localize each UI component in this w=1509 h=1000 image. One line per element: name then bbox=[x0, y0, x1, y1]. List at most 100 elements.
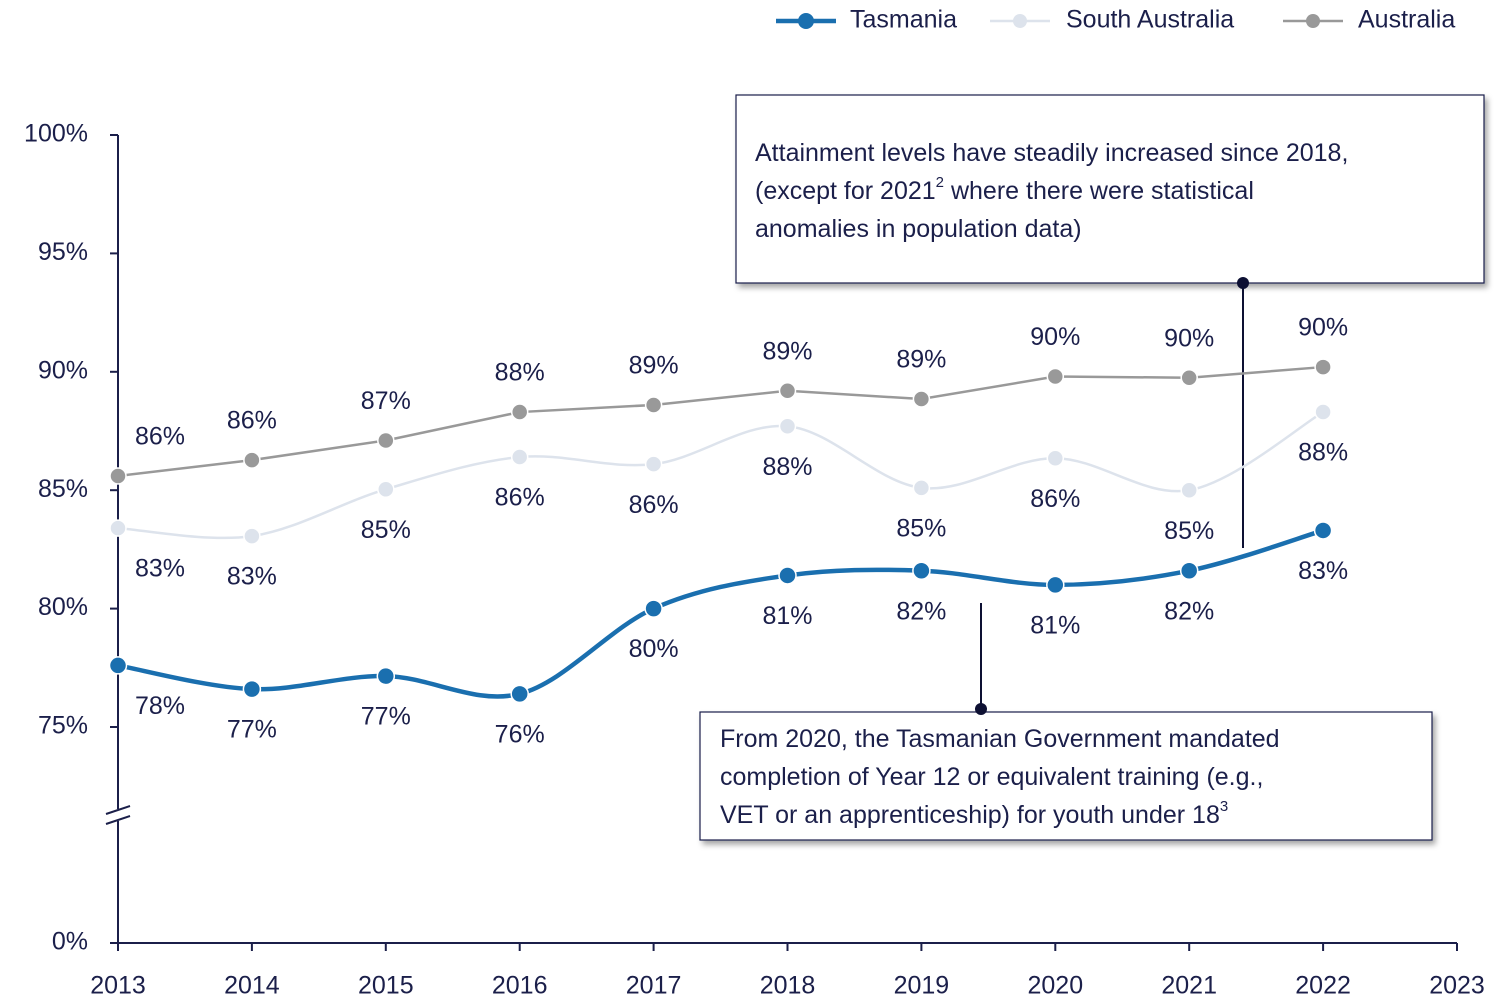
data-point bbox=[510, 403, 529, 421]
superscript: 2 bbox=[936, 174, 944, 191]
data-label: 83% bbox=[227, 563, 277, 591]
data-point bbox=[1314, 403, 1332, 421]
data-point bbox=[242, 679, 262, 699]
data-point bbox=[377, 431, 395, 450]
x-tick-label: 2022 bbox=[1295, 972, 1351, 1000]
annotation-part: completion of Year 12 or equivalent trai… bbox=[720, 763, 1263, 791]
data-label: 90% bbox=[1164, 324, 1214, 352]
y-tick-label: 75% bbox=[38, 712, 88, 740]
data-point bbox=[1313, 521, 1333, 540]
x-tick-label: 2013 bbox=[90, 972, 146, 1000]
data-label: 86% bbox=[629, 491, 679, 519]
data-point bbox=[1179, 561, 1199, 580]
data-label: 80% bbox=[629, 635, 679, 663]
series-line bbox=[117, 410, 1324, 540]
data-label: 76% bbox=[495, 720, 545, 748]
data-point bbox=[510, 684, 529, 704]
x-tick-label: 2019 bbox=[894, 972, 950, 1000]
data-label: 87% bbox=[361, 387, 411, 415]
x-tick-label: 2015 bbox=[358, 972, 414, 1000]
annotation-text: completion of Year 12 or equivalent trai… bbox=[720, 763, 1263, 791]
data-point bbox=[243, 527, 261, 545]
data-label: 86% bbox=[135, 423, 185, 451]
data-point bbox=[1180, 368, 1198, 387]
legend-label: Tasmania bbox=[850, 6, 957, 34]
y-tick-label: 95% bbox=[38, 238, 88, 266]
legend-label: Australia bbox=[1358, 6, 1455, 34]
data-label: 88% bbox=[1298, 439, 1348, 467]
annotation-box bbox=[699, 711, 1433, 841]
data-label: 86% bbox=[495, 484, 545, 512]
data-label: 89% bbox=[629, 352, 679, 380]
legend-marker bbox=[1306, 14, 1320, 28]
data-label: 88% bbox=[495, 359, 545, 387]
series-line bbox=[117, 365, 1324, 478]
annotation-part: anomalies in population data) bbox=[755, 215, 1082, 243]
data-point bbox=[778, 381, 797, 400]
data-label: 78% bbox=[135, 692, 185, 720]
data-label: 81% bbox=[1030, 612, 1080, 640]
data-label: 82% bbox=[1164, 597, 1214, 625]
data-point bbox=[1180, 481, 1198, 499]
data-point bbox=[377, 480, 395, 499]
data-label: 81% bbox=[762, 602, 812, 630]
data-label: 85% bbox=[896, 514, 946, 542]
data-label: 83% bbox=[1298, 557, 1348, 585]
x-tick-label: 2017 bbox=[626, 972, 682, 1000]
data-point bbox=[109, 467, 127, 485]
axis-break bbox=[105, 815, 131, 825]
superscript: 3 bbox=[1220, 798, 1228, 815]
data-point bbox=[1046, 449, 1065, 467]
annotation-part: VET or an apprenticeship) for youth unde… bbox=[720, 801, 1220, 829]
annotation-text: (except for 20212 where there were stati… bbox=[755, 174, 1254, 205]
data-point bbox=[912, 479, 931, 497]
data-point bbox=[1046, 367, 1065, 386]
y-tick-label: 100% bbox=[24, 120, 88, 148]
y-tick-label: 0% bbox=[52, 928, 88, 956]
leader-dot bbox=[975, 703, 987, 715]
annotation-text: VET or an apprenticeship) for youth unde… bbox=[720, 798, 1228, 829]
annotation-box bbox=[735, 94, 1485, 284]
series-line bbox=[117, 528, 1324, 699]
x-tick-label: 2020 bbox=[1027, 972, 1083, 1000]
data-label: 88% bbox=[762, 453, 812, 481]
data-point bbox=[912, 561, 931, 580]
data-label: 89% bbox=[896, 346, 946, 374]
data-label: 90% bbox=[1298, 314, 1348, 342]
x-tick-label: 2018 bbox=[760, 972, 816, 1000]
data-point bbox=[243, 451, 261, 469]
data-label: 89% bbox=[762, 337, 812, 365]
annotation-part: where there were statistical bbox=[944, 177, 1254, 205]
axis-break bbox=[105, 805, 131, 815]
data-point bbox=[644, 455, 663, 473]
annotation-part: From 2020, the Tasmanian Government mand… bbox=[720, 725, 1280, 753]
annotation-text: From 2020, the Tasmanian Government mand… bbox=[720, 725, 1280, 753]
data-label: 85% bbox=[1164, 517, 1214, 545]
data-point bbox=[108, 656, 128, 675]
data-label: 85% bbox=[361, 516, 411, 544]
data-point bbox=[1314, 358, 1332, 376]
x-tick-label: 2016 bbox=[492, 972, 548, 1000]
data-point bbox=[376, 666, 396, 686]
data-point bbox=[644, 599, 663, 618]
legend-label: South Australia bbox=[1066, 6, 1234, 34]
x-tick-label: 2014 bbox=[224, 972, 280, 1000]
legend-marker bbox=[798, 13, 814, 29]
data-point bbox=[1046, 575, 1065, 595]
data-point bbox=[644, 396, 663, 414]
data-label: 90% bbox=[1030, 323, 1080, 351]
data-label: 82% bbox=[896, 597, 946, 625]
x-tick-label: 2021 bbox=[1161, 972, 1217, 1000]
legend-marker bbox=[1013, 14, 1027, 28]
annotation-part: Attainment levels have steadily increase… bbox=[755, 139, 1348, 167]
x-tick-label: 2023 bbox=[1429, 972, 1485, 1000]
annotation-text: Attainment levels have steadily increase… bbox=[755, 139, 1348, 167]
data-point bbox=[109, 519, 127, 537]
leader-dot bbox=[1237, 277, 1249, 289]
data-label: 86% bbox=[227, 407, 277, 435]
data-point bbox=[912, 390, 931, 408]
annotation-text: anomalies in population data) bbox=[755, 215, 1082, 243]
y-tick-label: 80% bbox=[38, 593, 88, 621]
data-point bbox=[778, 566, 797, 585]
